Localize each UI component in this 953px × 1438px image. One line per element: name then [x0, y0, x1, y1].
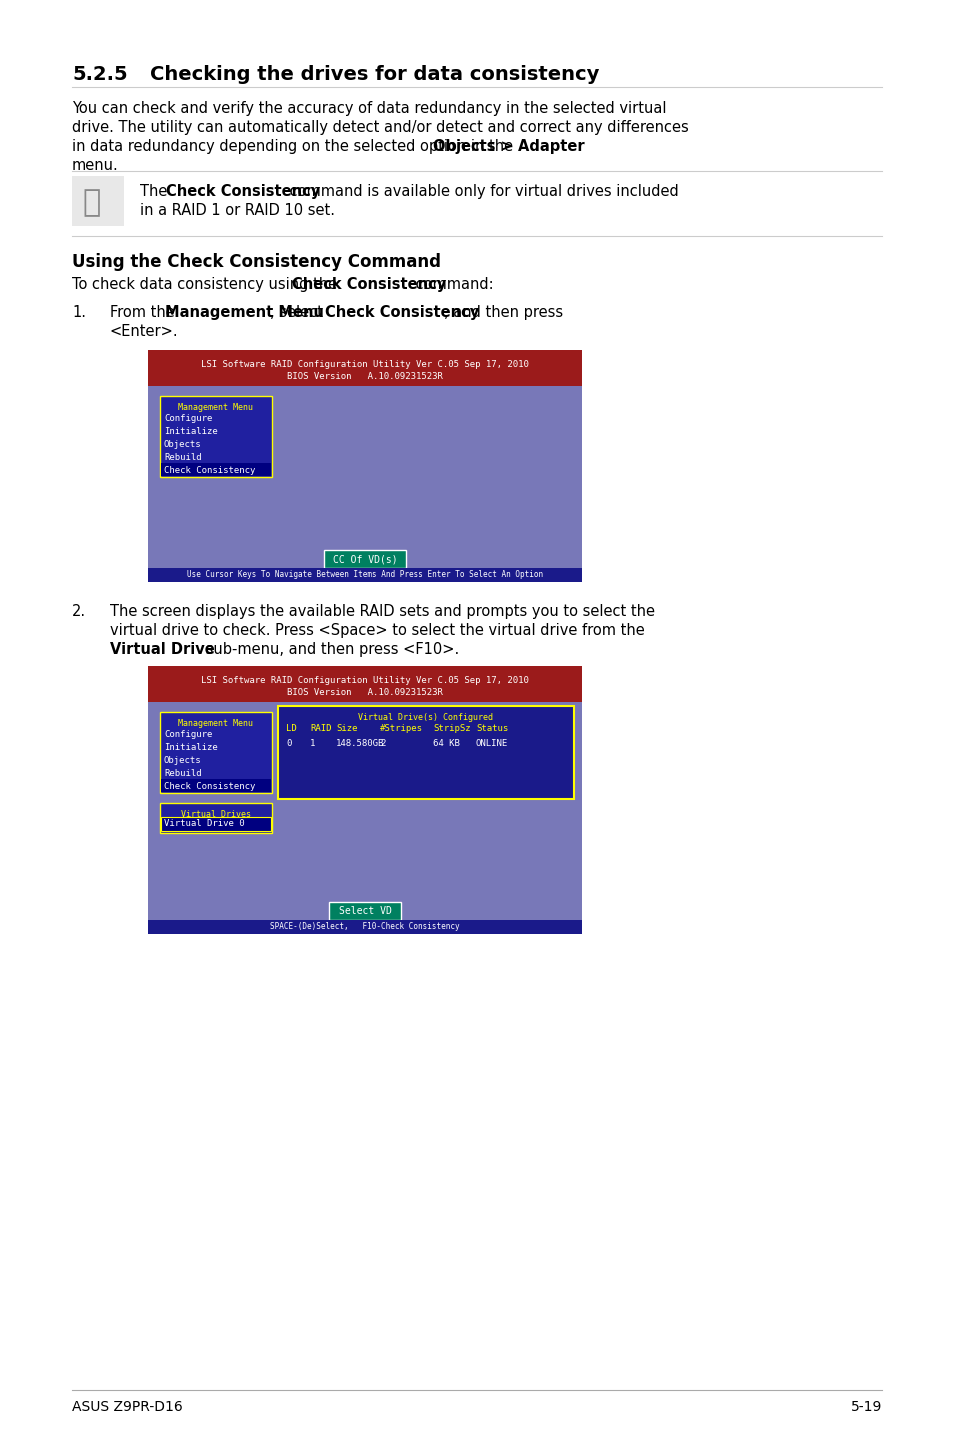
Text: Rebuild: Rebuild	[164, 769, 201, 778]
Bar	[329, 902, 400, 920]
Text: Size: Size	[335, 723, 357, 733]
Text: Management Menu: Management Menu	[178, 719, 253, 728]
Text: Use Cursor Keys To Navigate Between Items And Press Enter To Select An Option: Use Cursor Keys To Navigate Between Item…	[187, 569, 542, 580]
Text: The screen displays the available RAID sets and prompts you to select the: The screen displays the available RAID s…	[110, 604, 655, 618]
Text: Checking the drives for data consistency: Checking the drives for data consistency	[150, 65, 598, 83]
Text: LSI Software RAID Configuration Utility Ver C.05 Sep 17, 2010: LSI Software RAID Configuration Utility …	[201, 676, 528, 684]
Text: Select VD: Select VD	[338, 906, 391, 916]
Text: menu.: menu.	[71, 158, 118, 173]
Bar	[161, 779, 271, 792]
Text: LSI Software RAID Configuration Utility Ver C.05 Sep 17, 2010: LSI Software RAID Configuration Utility …	[201, 360, 528, 370]
Text: Check Consistency: Check Consistency	[292, 278, 446, 292]
Text: CC Of VD(s): CC Of VD(s)	[333, 554, 396, 564]
Bar	[160, 395, 272, 477]
Text: Configure: Configure	[164, 731, 213, 739]
Text: drive. The utility can automatically detect and/or detect and correct any differ: drive. The utility can automatically det…	[71, 119, 688, 135]
Text: RAID: RAID	[310, 723, 331, 733]
Text: Check Consistency: Check Consistency	[164, 466, 255, 475]
Text: Management Menu: Management Menu	[165, 305, 324, 321]
Bar	[161, 463, 271, 476]
Text: 5.2.5: 5.2.5	[71, 65, 128, 83]
Bar	[71, 175, 124, 226]
Text: 5-19: 5-19	[850, 1401, 882, 1414]
Text: The: The	[140, 184, 172, 198]
Bar	[148, 666, 581, 702]
Text: 1.: 1.	[71, 305, 86, 321]
Text: sub-menu, and then press <F10>.: sub-menu, and then press <F10>.	[201, 641, 458, 657]
Text: in a RAID 1 or RAID 10 set.: in a RAID 1 or RAID 10 set.	[140, 203, 335, 219]
Bar	[161, 817, 271, 831]
Text: Initialize: Initialize	[164, 743, 217, 752]
Bar	[277, 706, 574, 800]
Text: Using the Check Consistency Command: Using the Check Consistency Command	[71, 253, 440, 270]
Text: virtual drive to check. Press <Space> to select the virtual drive from the: virtual drive to check. Press <Space> to…	[110, 623, 644, 638]
Text: Objects > Adapter: Objects > Adapter	[433, 139, 584, 154]
Bar	[160, 802, 272, 833]
Bar	[160, 712, 272, 792]
Text: in data redundancy depending on the selected option in the: in data redundancy depending on the sele…	[71, 139, 517, 154]
Text: 64 KB: 64 KB	[433, 739, 459, 748]
Text: Virtual Drive: Virtual Drive	[110, 641, 214, 657]
Bar	[148, 920, 581, 935]
Text: Objects: Objects	[164, 756, 201, 765]
Text: StripSz: StripSz	[433, 723, 470, 733]
Text: Initialize: Initialize	[164, 427, 217, 436]
Bar	[324, 549, 406, 568]
Text: , select: , select	[270, 305, 327, 321]
Text: Check Consistency: Check Consistency	[166, 184, 320, 198]
Bar	[148, 349, 581, 385]
Text: Check Consistency: Check Consistency	[164, 782, 255, 791]
Text: 2.: 2.	[71, 604, 86, 618]
Text: Virtual Drive 0: Virtual Drive 0	[164, 820, 244, 828]
Text: LD: LD	[286, 723, 296, 733]
Text: BIOS Version   A.10.09231523R: BIOS Version A.10.09231523R	[287, 687, 442, 697]
Text: ONLINE: ONLINE	[476, 739, 508, 748]
Text: BIOS Version   A.10.09231523R: BIOS Version A.10.09231523R	[287, 372, 442, 381]
Text: 148.580GB: 148.580GB	[335, 739, 384, 748]
Text: command is available only for virtual drives included: command is available only for virtual dr…	[285, 184, 678, 198]
Text: To check data consistency using the: To check data consistency using the	[71, 278, 341, 292]
Text: Check Consistency: Check Consistency	[325, 305, 479, 321]
Text: 1: 1	[310, 739, 315, 748]
Text: command:: command:	[411, 278, 494, 292]
Text: <Enter>.: <Enter>.	[110, 324, 178, 339]
Text: 0: 0	[286, 739, 291, 748]
Text: Status: Status	[476, 723, 508, 733]
Text: , and then press: , and then press	[444, 305, 562, 321]
Bar	[148, 666, 581, 935]
Text: Virtual Drive(s) Configured: Virtual Drive(s) Configured	[358, 713, 493, 722]
Text: #Stripes: #Stripes	[379, 723, 422, 733]
Text: Virtual Drives: Virtual Drives	[181, 810, 251, 820]
Bar	[148, 568, 581, 582]
Text: Objects: Objects	[164, 440, 201, 449]
Text: Rebuild: Rebuild	[164, 453, 201, 462]
Text: ASUS Z9PR-D16: ASUS Z9PR-D16	[71, 1401, 183, 1414]
Bar	[148, 349, 581, 582]
Text: SPACE-(De)Select,   F10-Check Consistency: SPACE-(De)Select, F10-Check Consistency	[270, 922, 459, 930]
Text: Configure: Configure	[164, 414, 213, 423]
Text: 2: 2	[379, 739, 385, 748]
Text: You can check and verify the accuracy of data redundancy in the selected virtual: You can check and verify the accuracy of…	[71, 101, 666, 116]
Text: From the: From the	[110, 305, 179, 321]
Text: Management Menu: Management Menu	[178, 403, 253, 413]
Text: ✋: ✋	[82, 188, 100, 217]
